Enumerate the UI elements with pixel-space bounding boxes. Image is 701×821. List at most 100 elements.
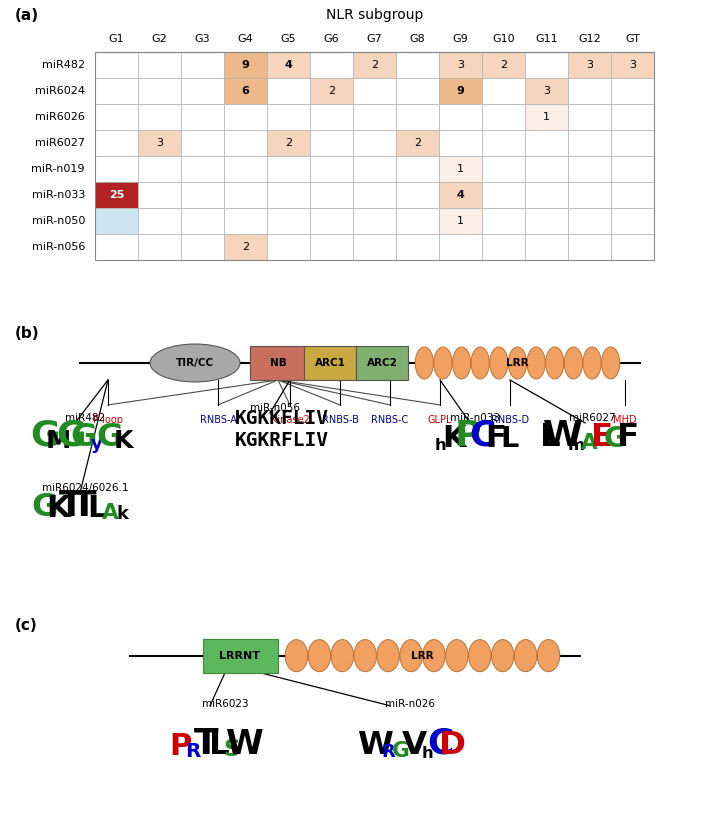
- Text: A: A: [580, 433, 597, 453]
- Text: miR-n033: miR-n033: [32, 190, 85, 200]
- Text: 9: 9: [456, 86, 465, 96]
- Text: miR-n033: miR-n033: [450, 413, 500, 423]
- Bar: [95, 104, 138, 130]
- Bar: [396, 104, 439, 130]
- Ellipse shape: [537, 640, 560, 672]
- Bar: [482, 52, 525, 78]
- Bar: [181, 156, 224, 182]
- Bar: [396, 52, 439, 78]
- Text: G: G: [32, 492, 58, 523]
- Text: K: K: [46, 493, 70, 523]
- Text: W: W: [357, 730, 393, 761]
- Text: miR482: miR482: [65, 413, 105, 423]
- Bar: [525, 104, 568, 130]
- Text: G: G: [71, 422, 97, 453]
- Text: k: k: [117, 505, 129, 523]
- Text: 1: 1: [543, 112, 550, 122]
- Bar: [138, 78, 181, 104]
- Bar: [439, 156, 482, 182]
- Text: A: A: [102, 502, 118, 523]
- Bar: [353, 156, 396, 182]
- Text: 3: 3: [156, 138, 163, 148]
- Text: P-loop: P-loop: [93, 415, 123, 425]
- Bar: [267, 130, 310, 156]
- Text: (c): (c): [15, 617, 38, 632]
- Bar: [482, 182, 525, 208]
- Ellipse shape: [377, 640, 400, 672]
- Text: D: D: [440, 730, 466, 761]
- Text: W: W: [543, 419, 583, 453]
- Text: (a): (a): [15, 8, 39, 23]
- Text: miR6024/6026.1: miR6024/6026.1: [42, 483, 128, 493]
- Bar: [611, 234, 654, 260]
- Text: G: G: [56, 419, 86, 453]
- Ellipse shape: [434, 347, 452, 379]
- Bar: [224, 78, 267, 104]
- Bar: [568, 78, 611, 104]
- Bar: [611, 104, 654, 130]
- Bar: [181, 130, 224, 156]
- Bar: [568, 104, 611, 130]
- Bar: [568, 130, 611, 156]
- Bar: [181, 52, 224, 78]
- Bar: [310, 52, 353, 78]
- Bar: [95, 52, 654, 260]
- Ellipse shape: [423, 640, 445, 672]
- Text: miR-n019: miR-n019: [32, 164, 85, 174]
- Bar: [138, 208, 181, 234]
- Bar: [482, 78, 525, 104]
- Bar: [525, 156, 568, 182]
- Ellipse shape: [331, 640, 353, 672]
- Text: F: F: [486, 424, 506, 453]
- Text: 25: 25: [109, 190, 124, 200]
- Bar: [267, 78, 310, 104]
- Text: KGKRFLIV: KGKRFLIV: [235, 431, 329, 450]
- Text: T: T: [193, 727, 218, 761]
- Text: miR6024: miR6024: [35, 86, 85, 96]
- Bar: [611, 208, 654, 234]
- Bar: [267, 52, 310, 78]
- Bar: [224, 52, 267, 78]
- Bar: [353, 104, 396, 130]
- Bar: [525, 208, 568, 234]
- Bar: [310, 156, 353, 182]
- Bar: [138, 156, 181, 182]
- Text: 1: 1: [457, 216, 464, 226]
- Text: RNBS-D: RNBS-D: [491, 415, 529, 425]
- Bar: [181, 234, 224, 260]
- Bar: [224, 130, 267, 156]
- Bar: [525, 234, 568, 260]
- Text: 2: 2: [371, 60, 378, 70]
- Bar: [568, 208, 611, 234]
- Bar: [525, 182, 568, 208]
- Bar: [482, 208, 525, 234]
- Text: 6: 6: [242, 86, 250, 96]
- Text: LRR: LRR: [506, 358, 529, 368]
- Text: 3: 3: [457, 60, 464, 70]
- Bar: [353, 182, 396, 208]
- Bar: [356, 346, 408, 380]
- Text: R: R: [185, 742, 200, 761]
- Text: G4: G4: [238, 34, 253, 44]
- Text: G11: G11: [535, 34, 558, 44]
- Text: 2: 2: [414, 138, 421, 148]
- Ellipse shape: [150, 344, 240, 382]
- Text: KGKKFLIV: KGKKFLIV: [235, 409, 329, 428]
- Text: P: P: [455, 419, 482, 453]
- Text: G9: G9: [453, 34, 468, 44]
- Text: G7: G7: [367, 34, 382, 44]
- Text: NLR subgroup: NLR subgroup: [326, 8, 423, 22]
- Text: 2: 2: [242, 242, 249, 252]
- Bar: [267, 182, 310, 208]
- Text: TIR/CC: TIR/CC: [176, 358, 214, 368]
- Bar: [396, 208, 439, 234]
- Text: W: W: [226, 728, 264, 761]
- Ellipse shape: [508, 347, 526, 379]
- Text: K: K: [442, 424, 465, 453]
- Text: 3: 3: [586, 60, 593, 70]
- Text: G10: G10: [492, 34, 515, 44]
- Bar: [250, 346, 306, 380]
- Text: C: C: [469, 419, 495, 453]
- Text: L: L: [87, 493, 107, 523]
- Text: LRRNT: LRRNT: [219, 651, 261, 661]
